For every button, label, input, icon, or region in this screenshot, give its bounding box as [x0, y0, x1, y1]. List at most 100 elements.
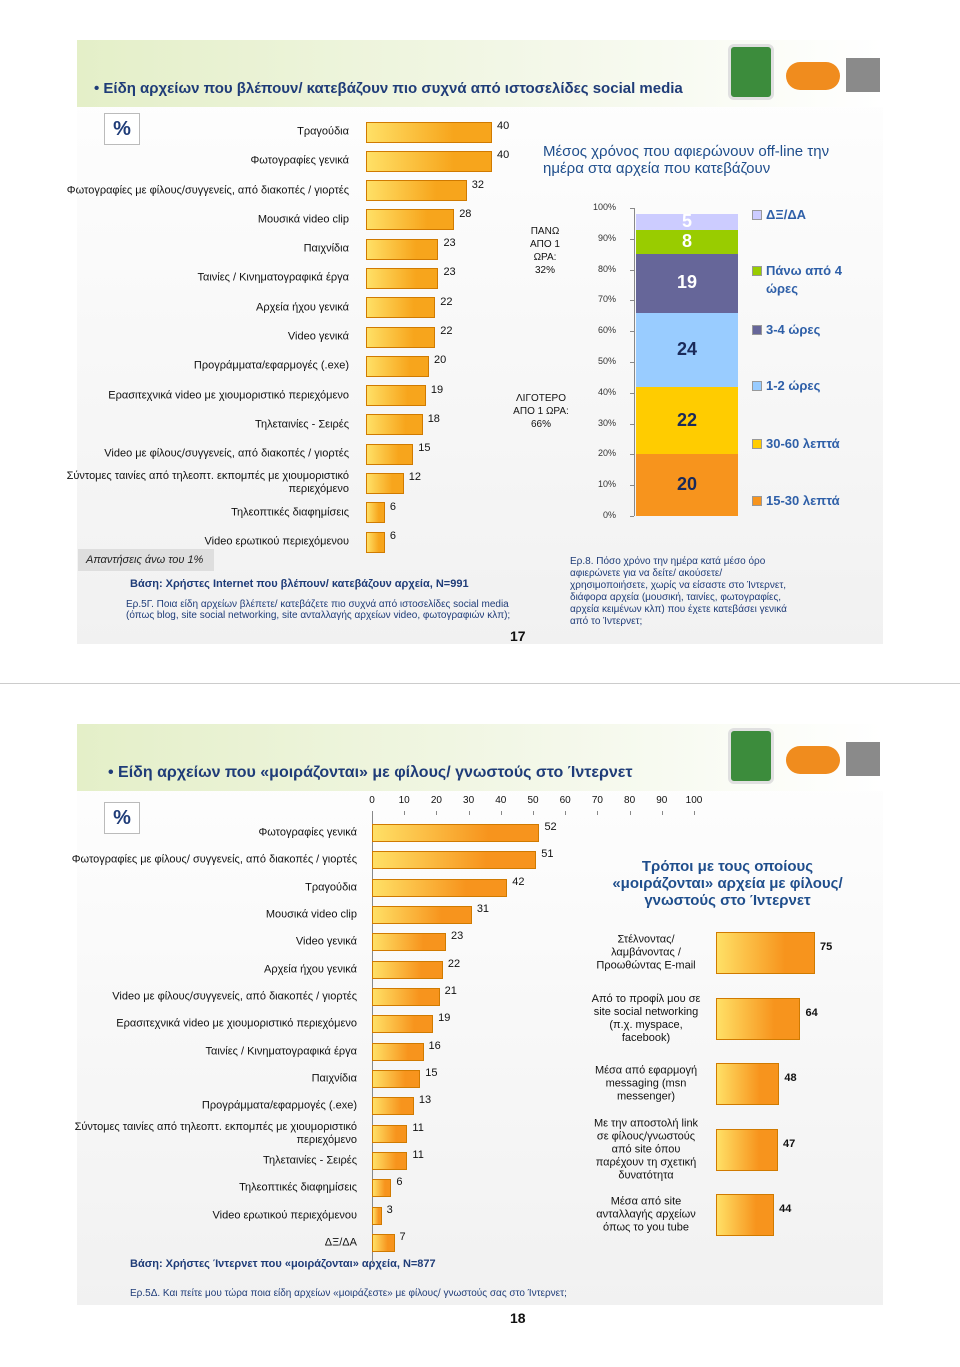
y-tick-label: 10% — [597, 479, 616, 490]
value-label: 44 — [779, 1203, 792, 1215]
x-tick-label: 40 — [495, 795, 507, 806]
tick-mark — [630, 485, 634, 487]
legend-swatch — [752, 266, 762, 276]
category-label: Αρχεία ήχου γενικά — [264, 963, 357, 976]
value-label: 31 — [476, 902, 490, 915]
bar-segment — [636, 254, 738, 313]
category-label: Video με φίλους/συγγενείς, από διακοπές … — [104, 447, 349, 460]
category-label: Αρχεία ήχου γενικά — [256, 301, 349, 314]
legend-label: Πάνω από 4 ώρες — [766, 263, 842, 296]
tick-mark — [630, 269, 634, 271]
category-label: Προγράμματα/εφαρμογές (.exe) — [193, 359, 349, 372]
question: Ερ.5Δ. Και πείτε μου τώρα ποια είδη αρχε… — [130, 1288, 567, 1299]
category-label: Τραγούδια — [305, 881, 357, 894]
bar-segment — [636, 312, 738, 387]
value-label: 15 — [425, 1066, 438, 1079]
value-label: 7 — [399, 1230, 406, 1243]
logo — [786, 62, 840, 90]
category-label: Video ερωτικού περιεχόμενου — [204, 535, 350, 548]
y-tick-label: 60% — [597, 325, 616, 336]
value-label: 52 — [544, 821, 557, 833]
annotation: ΛΙΓΟΤΕΡΟ ΑΠΟ 1 ΩΡΑ: 66% — [513, 393, 569, 430]
bar-segment — [636, 454, 738, 516]
x-tick-label: 60 — [559, 795, 571, 806]
bar — [372, 1124, 408, 1143]
bar — [372, 1206, 382, 1225]
value-label: 51 — [541, 848, 554, 861]
logo — [786, 746, 840, 774]
base-note: Βάση: Χρήστες Internet που βλέπουν/ κατε… — [130, 578, 469, 590]
tick-mark — [630, 331, 634, 333]
category-label: Τηλεοπτικές διαφημίσεις — [239, 1181, 357, 1194]
segment-label: 5 — [681, 210, 692, 231]
value-label: 6 — [396, 1176, 403, 1189]
legend-swatch — [752, 210, 762, 220]
value-label: 19 — [430, 383, 444, 396]
category-label: Φωτογραφίες γενικά — [250, 154, 349, 167]
bar — [716, 932, 815, 974]
legend-label: 30-60 λεπτά — [766, 436, 840, 451]
y-tick-label: 30% — [597, 417, 616, 428]
tick-mark — [630, 516, 634, 517]
note: Απαντήσεις άνω του 1% — [78, 549, 214, 571]
bar — [372, 933, 447, 952]
category-label: Video γενικά — [295, 935, 357, 948]
value-label: 32 — [471, 178, 485, 191]
legend-swatch — [752, 496, 762, 506]
value-label: 40 — [497, 149, 510, 162]
note: Ερ.8. Πόσο χρόνο την ημέρα κατά μέσο όρο… — [570, 556, 787, 627]
bar — [372, 1015, 434, 1034]
bar — [716, 997, 801, 1040]
category-label: Φωτογραφίες με φίλους/ συγγενείς, από δι… — [71, 853, 357, 866]
category-label: Με την αποστολή link σε φίλους/γνωστούς … — [593, 1117, 699, 1181]
y-tick-label: 100% — [592, 202, 616, 212]
question: Ερ.5Γ. Ποια είδη αρχείων βλέπετε/ κατεβά… — [126, 599, 511, 621]
bar — [366, 297, 436, 319]
y-tick-label: 20% — [597, 448, 616, 459]
slide-title: Είδη αρχείων που «μοιράζονται» με φίλους… — [108, 764, 632, 782]
value-label: 19 — [438, 1012, 451, 1025]
category-label: Ταινίες / Κινηματογραφικά έργα — [205, 1045, 357, 1058]
legend-label: 1-2 ώρες — [766, 378, 821, 393]
x-tick-label: 0 — [369, 795, 375, 806]
bar — [366, 121, 492, 143]
tick-mark — [629, 811, 631, 815]
page-number: 17 — [510, 628, 526, 644]
tick-mark — [630, 454, 634, 456]
page-number: 18 — [510, 1310, 526, 1326]
value-label: 13 — [418, 1094, 432, 1107]
chart-title: Τρόποι με τους οποίους «μοιράζονται» αρχ… — [612, 858, 843, 909]
bar — [372, 1042, 424, 1061]
bar — [366, 472, 404, 494]
legend-swatch — [752, 325, 762, 335]
bar — [372, 824, 540, 842]
bar — [366, 355, 429, 377]
category-label: Από το προφίλ μου σε site social network… — [591, 992, 701, 1044]
bar — [366, 150, 492, 172]
bar-segment — [636, 229, 738, 255]
bar — [366, 531, 385, 553]
bar — [372, 905, 472, 924]
legend-label: 3-4 ώρες — [766, 322, 821, 337]
tick-mark — [533, 811, 534, 815]
legend-label: ΔΞ/ΔΑ — [766, 207, 807, 222]
tick-mark — [630, 362, 634, 363]
bar — [366, 443, 414, 465]
category-label: Στέλνοντας/λαμβάνοντας / Προωθώντας E-ma… — [596, 933, 696, 972]
x-tick-label: 20 — [430, 795, 442, 806]
tick-mark — [372, 811, 373, 815]
category-label: Ερασιτεχνικά video με χιουμοριστικό περι… — [116, 1017, 357, 1030]
bar — [366, 414, 423, 436]
value-label: 12 — [408, 471, 422, 484]
chart-title: Μέσος χρόνος που αφιερώνουν off-line την… — [543, 143, 830, 177]
value-label: 47 — [783, 1137, 796, 1150]
slide-title: Είδη αρχείων που βλέπουν/ κατεβάζουν πιο… — [94, 80, 682, 97]
tick-mark — [630, 238, 634, 240]
tick-mark — [630, 423, 634, 425]
value-label: 22 — [447, 957, 461, 970]
category-label: Τηλεταινίες - Σειρές — [263, 1154, 357, 1167]
legend-label: 15-30 λεπτά — [766, 493, 840, 508]
x-tick-label: 80 — [624, 795, 636, 806]
y-tick-label: 0% — [602, 510, 616, 520]
tick-mark — [597, 811, 599, 815]
